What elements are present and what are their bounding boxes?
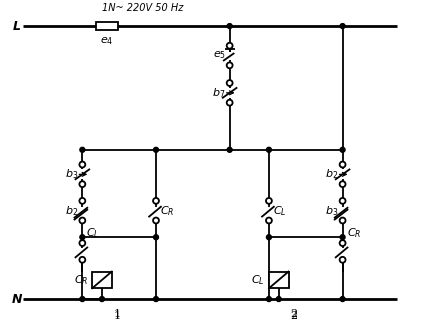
Text: $e_4$: $e_4$ bbox=[100, 35, 114, 47]
Circle shape bbox=[340, 240, 346, 246]
Circle shape bbox=[154, 235, 158, 240]
Circle shape bbox=[266, 147, 272, 152]
Text: 1: 1 bbox=[113, 309, 120, 319]
Text: 2: 2 bbox=[290, 309, 297, 319]
Text: $b_3$: $b_3$ bbox=[325, 204, 338, 217]
Circle shape bbox=[154, 297, 158, 302]
Circle shape bbox=[226, 62, 232, 68]
Circle shape bbox=[227, 24, 232, 29]
Bar bbox=[92, 272, 112, 288]
Text: 1: 1 bbox=[113, 311, 120, 321]
Circle shape bbox=[80, 297, 85, 302]
Circle shape bbox=[80, 147, 85, 152]
Circle shape bbox=[226, 43, 232, 49]
Circle shape bbox=[80, 235, 85, 240]
Circle shape bbox=[153, 217, 159, 224]
Circle shape bbox=[227, 147, 232, 152]
Text: N: N bbox=[11, 292, 22, 306]
Circle shape bbox=[340, 217, 346, 224]
Bar bbox=[269, 272, 288, 288]
Circle shape bbox=[226, 80, 232, 86]
Text: 2: 2 bbox=[290, 311, 297, 321]
Text: $C_R$: $C_R$ bbox=[160, 204, 174, 217]
Text: $C_L$: $C_L$ bbox=[86, 226, 100, 240]
Text: $b_2$: $b_2$ bbox=[65, 204, 78, 217]
Text: L: L bbox=[13, 20, 21, 32]
Text: $b_3$: $b_3$ bbox=[65, 167, 78, 181]
Circle shape bbox=[340, 297, 345, 302]
Circle shape bbox=[226, 100, 232, 106]
Text: $C_R$: $C_R$ bbox=[346, 226, 361, 240]
Text: $C_R$: $C_R$ bbox=[74, 273, 88, 287]
Circle shape bbox=[266, 198, 272, 204]
Circle shape bbox=[340, 147, 345, 152]
Text: $C_L$: $C_L$ bbox=[273, 204, 286, 217]
Circle shape bbox=[266, 235, 272, 240]
Bar bbox=[96, 22, 118, 31]
Text: 1N~ 220V 50 Hz: 1N~ 220V 50 Hz bbox=[102, 3, 184, 13]
Circle shape bbox=[154, 147, 158, 152]
Circle shape bbox=[340, 162, 346, 167]
Circle shape bbox=[340, 257, 346, 263]
Circle shape bbox=[266, 297, 272, 302]
Circle shape bbox=[276, 297, 281, 302]
Circle shape bbox=[80, 257, 85, 263]
Circle shape bbox=[266, 217, 272, 224]
Circle shape bbox=[80, 162, 85, 167]
Circle shape bbox=[340, 235, 345, 240]
Text: $e_5$: $e_5$ bbox=[213, 50, 226, 61]
Circle shape bbox=[80, 217, 85, 224]
Circle shape bbox=[340, 198, 346, 204]
Text: $C_L$: $C_L$ bbox=[251, 273, 265, 287]
Circle shape bbox=[99, 297, 104, 302]
Circle shape bbox=[80, 198, 85, 204]
Circle shape bbox=[340, 181, 346, 187]
Text: $b_7$: $b_7$ bbox=[213, 86, 226, 100]
Circle shape bbox=[340, 24, 345, 29]
Circle shape bbox=[80, 240, 85, 246]
Circle shape bbox=[80, 181, 85, 187]
Text: $b_2$: $b_2$ bbox=[325, 167, 338, 181]
Circle shape bbox=[153, 198, 159, 204]
